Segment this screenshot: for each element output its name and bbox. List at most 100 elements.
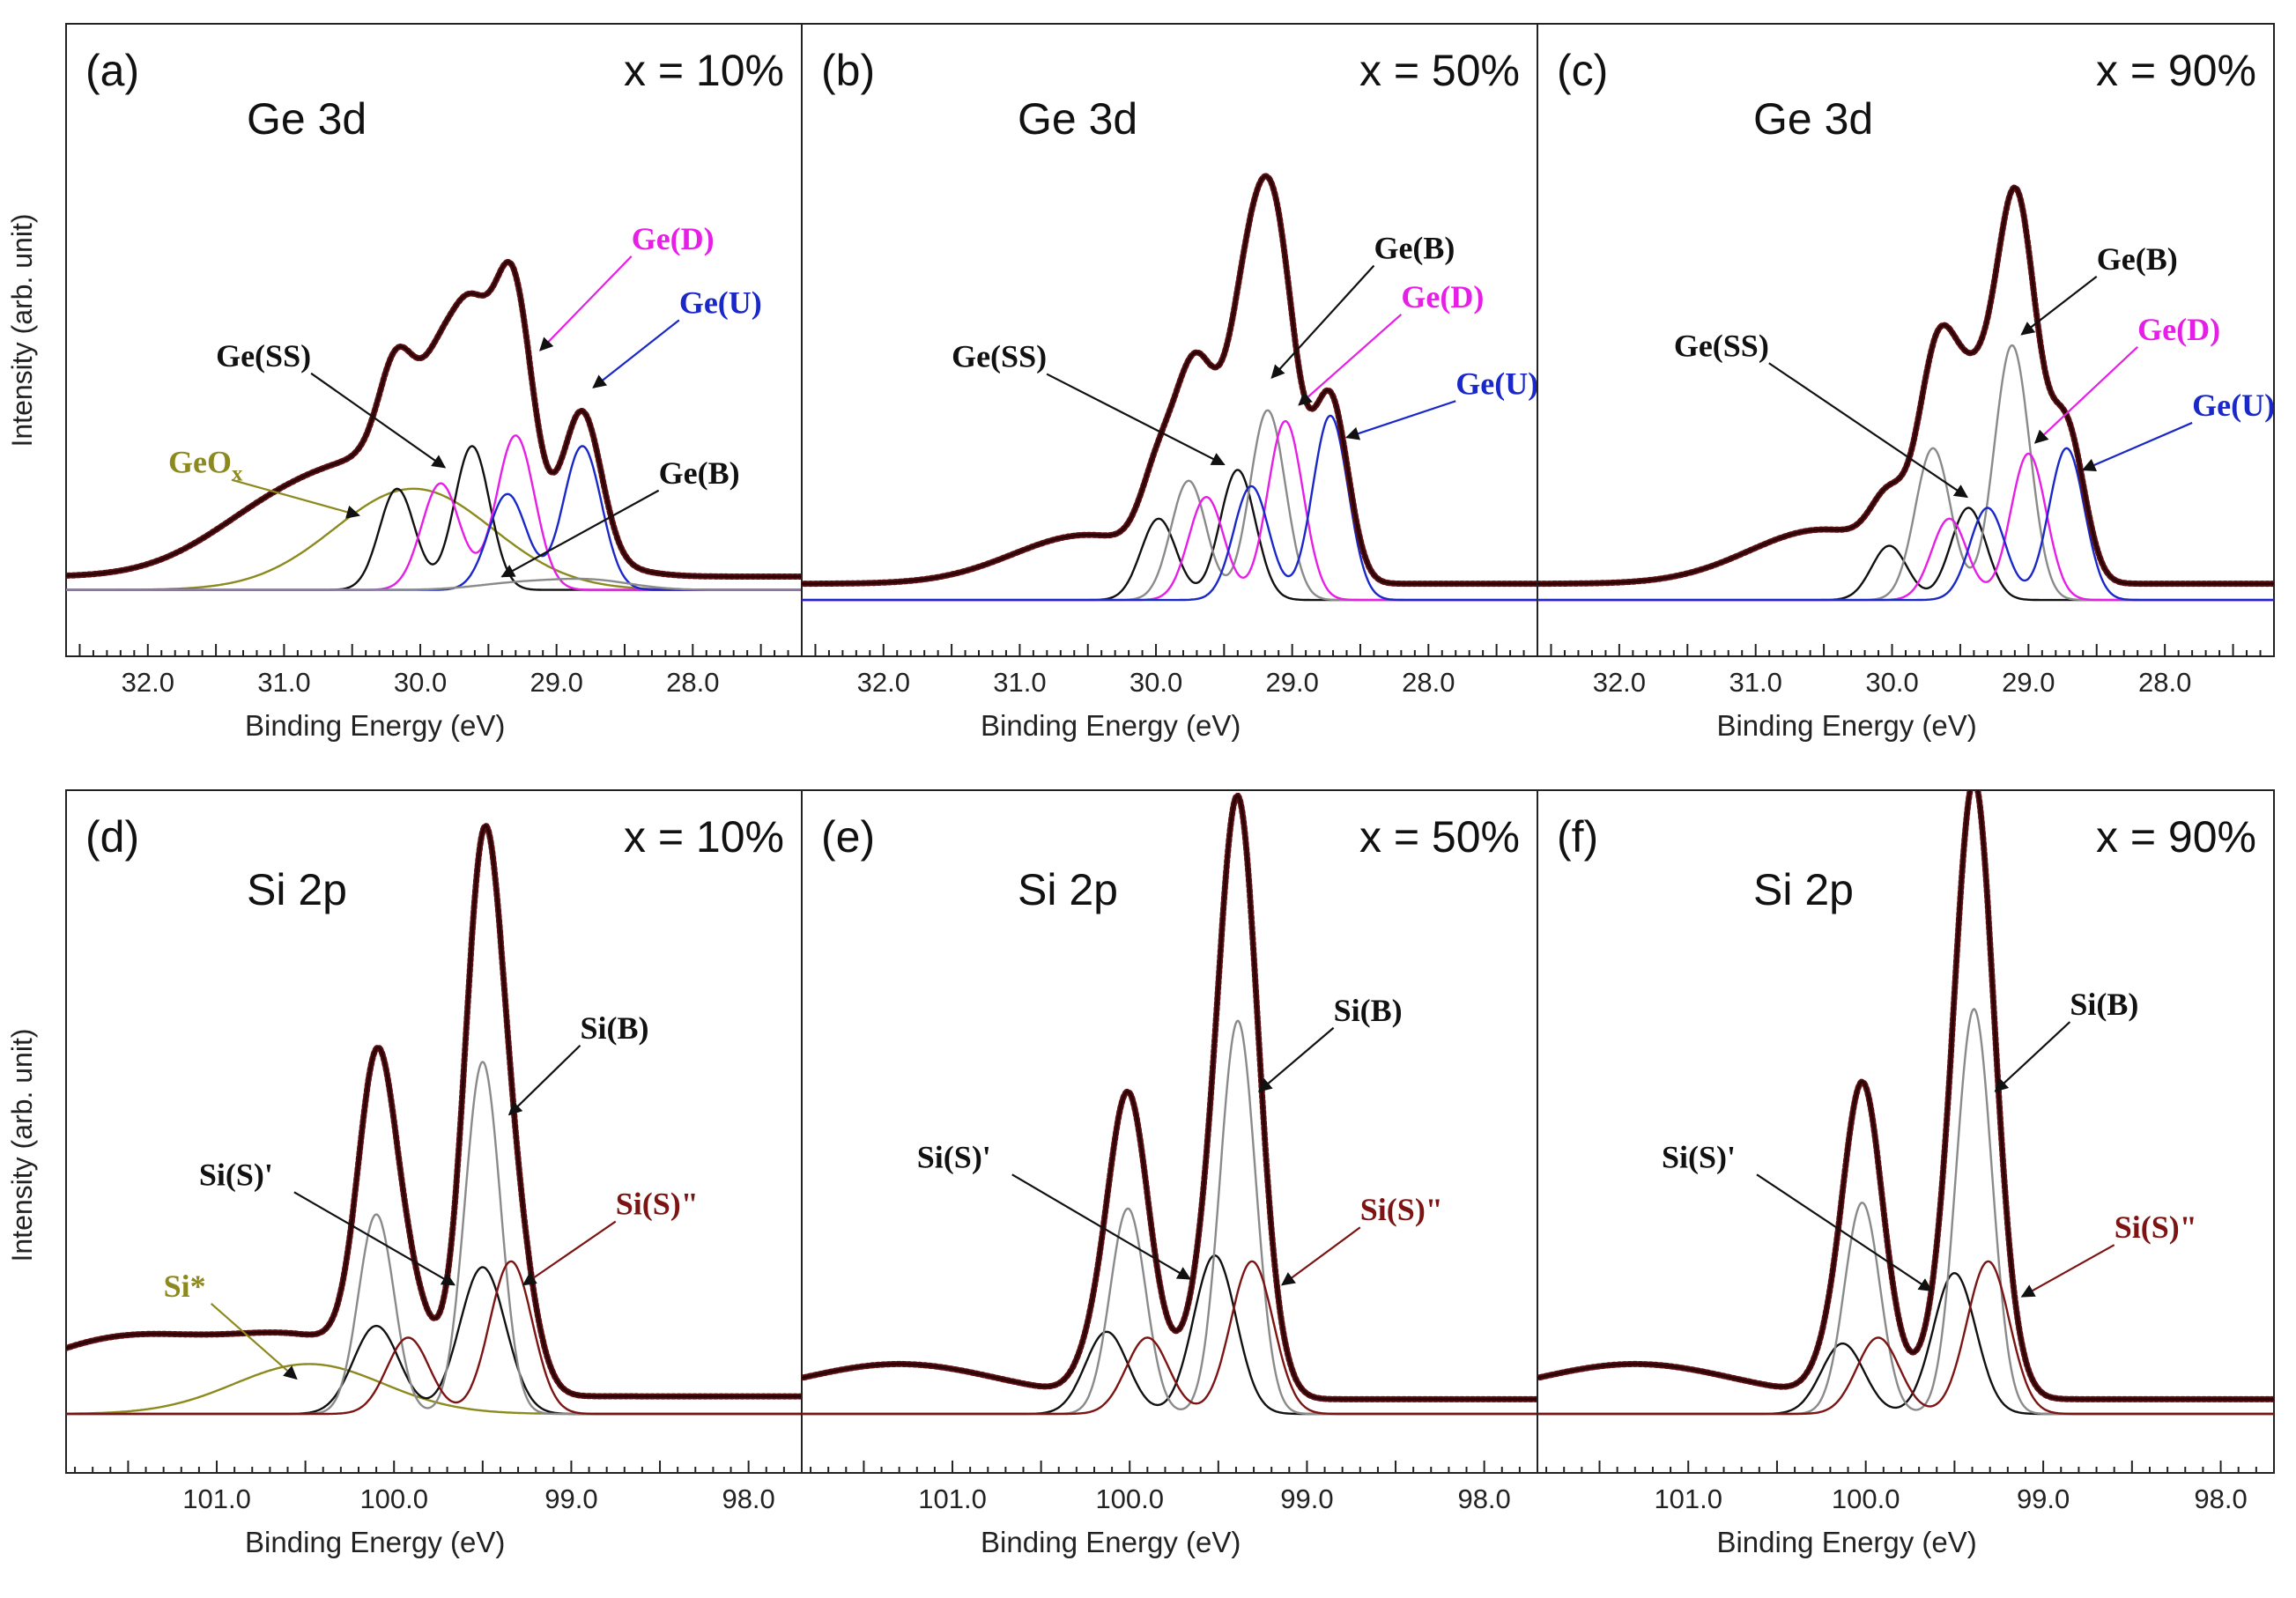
- x-tick-label: 30.0: [394, 667, 447, 698]
- panel-d-frame: [65, 789, 803, 1474]
- x-tick-label: 98.0: [2194, 1483, 2247, 1514]
- y-axis-label-top: Intensity (arb. unit): [6, 214, 38, 448]
- x-tick-label: 30.0: [1129, 667, 1182, 698]
- series-ge-u-line: [802, 414, 1537, 602]
- annotation-si-s: Si(S)": [1360, 1192, 1443, 1227]
- annotation-ge-ss: Ge(SS): [1674, 328, 1769, 363]
- x-tick-label: 32.0: [857, 667, 910, 698]
- fit-envelope-line: [1537, 186, 2274, 586]
- annotation-si-s: Si(S)': [1662, 1139, 1736, 1174]
- fit-envelope-line: [66, 824, 802, 1398]
- series-ge-d-line: [802, 419, 1537, 602]
- panel-a-plot: [66, 259, 802, 591]
- panel-f-plot: [1537, 790, 2274, 1416]
- x-tick-label: 28.0: [666, 667, 719, 698]
- panel-letter: (b): [821, 46, 875, 95]
- x-axis-label: Binding Energy (eV): [981, 1526, 1241, 1558]
- panel-f-frame: [1537, 789, 2275, 1474]
- series-si-s-line: [1537, 1260, 2274, 1416]
- annotation-arrow: [507, 1044, 581, 1116]
- annotation-si-s: Si(S)": [616, 1187, 699, 1222]
- panel-letter: (a): [85, 46, 139, 95]
- x-tick-label: 31.0: [257, 667, 310, 698]
- annotation-si-s: Si(S)": [2115, 1210, 2197, 1245]
- annotation-arrow: [2020, 1244, 2115, 1298]
- core-level-label: Si 2p: [1018, 865, 1118, 914]
- annotation-arrow: [1011, 1173, 1191, 1280]
- x-tick-label: 29.0: [1265, 667, 1318, 698]
- series-si-s-line: [66, 1260, 802, 1416]
- x-tick-label: 32.0: [122, 667, 174, 698]
- data-envelope-line: [802, 792, 1537, 1402]
- annotation-geox-base: GeO: [168, 445, 232, 480]
- annotation-ge-u: Ge(U): [679, 285, 762, 320]
- series-ge-b-line: [802, 409, 1537, 602]
- x-tick-label: 30.0: [1865, 667, 1918, 698]
- x-axis-label: Binding Energy (eV): [1716, 1526, 1976, 1558]
- series-si-b-line: [66, 1061, 802, 1416]
- panel-b-plot: [802, 173, 1537, 602]
- panel-d-plot: [66, 822, 802, 1416]
- series-ge-u-line: [1537, 447, 2274, 602]
- series-si-s-line: [802, 1260, 1537, 1416]
- annotation-si-b: Si(B): [2070, 987, 2138, 1022]
- panel-letter: (d): [85, 812, 139, 862]
- x-tick-label: 32.0: [1593, 667, 1646, 698]
- x-tick-label: 29.0: [530, 667, 582, 698]
- composition-label: x = 10%: [624, 812, 784, 862]
- x-tick-label: 28.0: [1402, 667, 1455, 698]
- x-tick-label: 31.0: [1729, 667, 1782, 698]
- annotation-arrow: [210, 1302, 298, 1380]
- annotation-si-s: Si(S)': [917, 1139, 991, 1174]
- annotation-arrow: [2020, 275, 2098, 336]
- panel-c: 32.0 31.0 30.0 29.0 28.0 Binding Energy (eV) (…: [1537, 23, 2275, 742]
- data-envelope-line: [1537, 790, 2274, 1402]
- composition-label: x = 90%: [2096, 46, 2256, 95]
- x-tick-label: 99.0: [1280, 1483, 1333, 1514]
- annotation-ge-d: Ge(D): [632, 221, 715, 256]
- core-level-label: Si 2p: [1753, 865, 1854, 914]
- panel-letter: (c): [1557, 46, 1608, 95]
- panels-group: 32.0 31.0 30.0 29.0 28.0 Binding Energy (eV) (…: [65, 23, 2275, 1558]
- fit-envelope-line: [66, 261, 802, 578]
- annotation-arrow: [2081, 421, 2193, 472]
- annotation-si-s: Si(S)': [199, 1157, 273, 1192]
- x-tick-label: 101.0: [182, 1483, 251, 1514]
- data-envelope-line: [66, 822, 802, 1400]
- annotation-ge-b: Ge(B): [659, 455, 740, 491]
- annotation-arrow: [1046, 373, 1226, 466]
- panel-b: 32.0 31.0 30.0 29.0 28.0 Binding Energy (eV) (…: [801, 23, 1538, 742]
- core-level-label: Ge 3d: [1753, 94, 1873, 144]
- x-axis-label: Binding Energy (eV): [245, 709, 505, 742]
- composition-label: x = 10%: [624, 46, 784, 95]
- series-si-s-line: [802, 1254, 1537, 1416]
- annotation-arrow: [293, 1191, 455, 1286]
- fit-envelope-line: [1537, 790, 2274, 1401]
- core-level-label: Ge 3d: [1018, 94, 1137, 144]
- composition-label: x = 50%: [1359, 46, 1520, 95]
- annotation-ge-d: Ge(D): [2137, 312, 2220, 347]
- annotation-geox: GeOx: [168, 445, 243, 486]
- x-tick-label: 31.0: [993, 667, 1046, 698]
- annotation-ge-ss: Ge(SS): [216, 338, 311, 374]
- annotation-arrow: [1270, 264, 1375, 380]
- annotation-ge-b: Ge(B): [2097, 241, 2178, 277]
- series-ge-b-line: [66, 577, 802, 591]
- x-axis-label: Binding Energy (eV): [245, 1526, 505, 1558]
- panel-d: 101.0 100.0 99.0 98.0 Binding Energy (eV) (d)…: [65, 789, 803, 1558]
- annotation-ge-ss: Ge(SS): [952, 339, 1047, 374]
- annotation-ge-d: Ge(D): [1401, 279, 1484, 314]
- panel-e: 101.0 100.0 99.0 98.0 Binding Energy (eV) (e)…: [801, 789, 1538, 1558]
- core-level-label: Ge 3d: [247, 94, 367, 144]
- panel-a: 32.0 31.0 30.0 29.0 28.0 Binding Energy (eV) (…: [65, 23, 803, 742]
- y-axis-label-bottom: Intensity (arb. unit): [6, 1029, 38, 1262]
- panel-letter: (e): [821, 812, 875, 862]
- fit-envelope-line: [802, 794, 1537, 1401]
- x-tick-label: 99.0: [2017, 1483, 2070, 1514]
- core-level-label: Si 2p: [247, 865, 347, 914]
- series-si-line: [66, 1363, 802, 1416]
- x-tick-label: 101.0: [918, 1483, 987, 1514]
- panel-e-plot: [802, 792, 1537, 1416]
- x-tick-label: 101.0: [1654, 1483, 1722, 1514]
